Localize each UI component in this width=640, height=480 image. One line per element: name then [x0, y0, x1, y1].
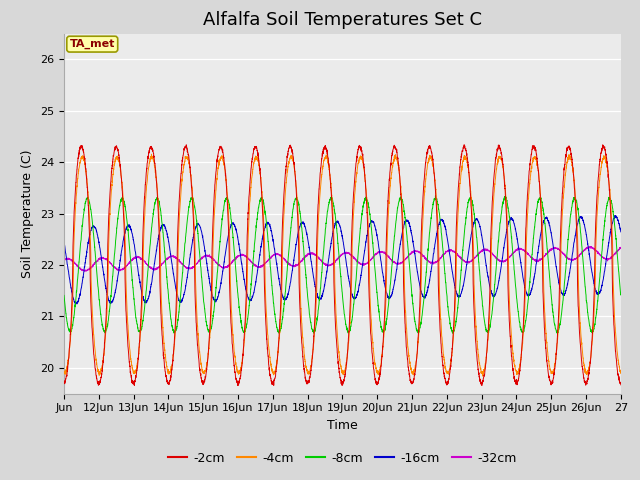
Title: Alfalfa Soil Temperatures Set C: Alfalfa Soil Temperatures Set C — [203, 11, 482, 29]
Y-axis label: Soil Temperature (C): Soil Temperature (C) — [22, 149, 35, 278]
Text: TA_met: TA_met — [70, 39, 115, 49]
X-axis label: Time: Time — [327, 419, 358, 432]
Legend: -2cm, -4cm, -8cm, -16cm, -32cm: -2cm, -4cm, -8cm, -16cm, -32cm — [163, 447, 522, 469]
